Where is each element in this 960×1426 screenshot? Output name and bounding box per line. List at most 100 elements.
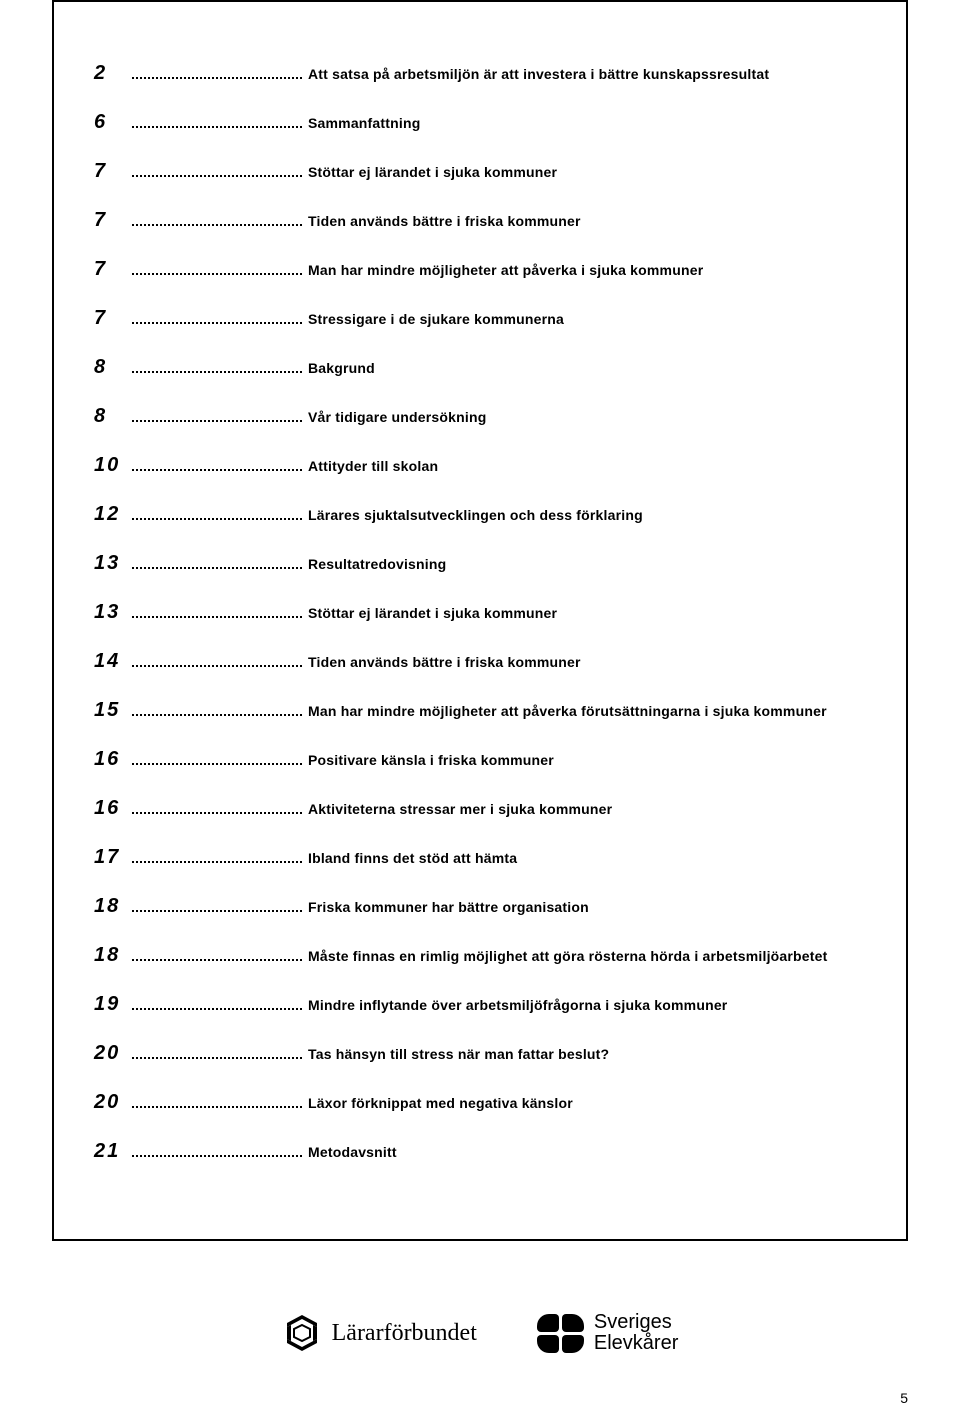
toc-page-number: 10	[94, 454, 126, 477]
toc-entry-title: Ibland finns det stöd att hämta	[308, 850, 517, 866]
toc-page-number: 13	[94, 552, 126, 575]
lararforbundet-icon	[282, 1313, 322, 1353]
toc-entry-title: Att satsa på arbetsmiljön är att investe…	[308, 66, 769, 82]
toc-leader-dots	[132, 998, 302, 1010]
elevkarer-icon	[537, 1314, 584, 1353]
elevkarer-shape	[562, 1335, 584, 1353]
toc-row: 13 Resultatredovisning	[94, 552, 866, 575]
toc-leader-dots	[132, 1096, 302, 1108]
toc-leader-dots	[132, 459, 302, 471]
toc-row: 12 Lärares sjuktalsutvecklingen och dess …	[94, 503, 866, 526]
content-frame: 2 Att satsa på arbetsmiljön är att invest…	[52, 0, 908, 1241]
toc-entry-title: Lärares sjuktalsutvecklingen och dess fö…	[308, 507, 643, 523]
toc-page-number: 13	[94, 601, 126, 624]
toc-page-number: 7	[94, 307, 126, 330]
toc-page-number: 19	[94, 993, 126, 1016]
document-page: 2 Att satsa på arbetsmiljön är att invest…	[0, 0, 960, 1426]
toc-row: 7 Man har mindre möjligheter att påverka …	[94, 258, 866, 281]
toc-row: 14 Tiden används bättre i friska kommuner	[94, 650, 866, 673]
toc-leader-dots	[132, 851, 302, 863]
toc-leader-dots	[132, 116, 302, 128]
toc-entry-title: Bakgrund	[308, 360, 375, 376]
toc-page-number: 7	[94, 160, 126, 183]
toc-leader-dots	[132, 900, 302, 912]
toc-leader-dots	[132, 606, 302, 618]
toc-leader-dots	[132, 557, 302, 569]
toc-row: 20 Tas hänsyn till stress när man fattar …	[94, 1042, 866, 1065]
logo-lararforbundet: Lärarförbundet	[282, 1313, 477, 1353]
toc-entry-title: Tas hänsyn till stress när man fattar be…	[308, 1046, 609, 1062]
toc-row: 17Ibland finns det stöd att hämta	[94, 846, 866, 869]
elevkarer-shape	[537, 1314, 559, 1332]
toc-page-number: 18	[94, 944, 126, 967]
table-of-contents: 2 Att satsa på arbetsmiljön är att invest…	[94, 62, 866, 1163]
toc-row: 13 Stöttar ej lärandet i sjuka kommuner	[94, 601, 866, 624]
toc-row: 16 Aktiviteterna stressar mer i sjuka kom…	[94, 797, 866, 820]
toc-row: 21 Metodavsnitt	[94, 1140, 866, 1163]
toc-page-number: 18	[94, 895, 126, 918]
toc-page-number: 2	[94, 62, 126, 85]
toc-entry-title: Stressigare i de sjukare kommunerna	[308, 311, 564, 327]
toc-entry-title: Läxor förknippat med negativa känslor	[308, 1095, 573, 1111]
toc-row: 19 Mindre inflytande över arbetsmiljöfråg…	[94, 993, 866, 1016]
toc-row: 18 Måste finnas en rimlig möjlighet att g…	[94, 944, 866, 967]
toc-entry-title: Attityder till skolan	[308, 458, 438, 474]
toc-leader-dots	[132, 361, 302, 373]
toc-page-number: 16	[94, 748, 126, 771]
toc-entry-title: Positivare känsla i friska kommuner	[308, 752, 554, 768]
toc-row: 8 Vår tidigare undersökning	[94, 405, 866, 428]
toc-row: 15 Man har mindre möjligheter att påverka…	[94, 699, 866, 722]
toc-page-number: 21	[94, 1140, 126, 1163]
toc-entry-title: Resultatredovisning	[308, 556, 446, 572]
toc-entry-title: Måste finnas en rimlig möjlighet att gör…	[308, 948, 828, 964]
toc-page-number: 12	[94, 503, 126, 526]
elevkarer-line2: Elevkårer	[594, 1333, 678, 1354]
toc-leader-dots	[132, 410, 302, 422]
toc-page-number: 14	[94, 650, 126, 673]
toc-row: 6Sammanfattning	[94, 111, 866, 134]
toc-page-number: 16	[94, 797, 126, 820]
toc-entry-title: Friska kommuner har bättre organisation	[308, 899, 589, 915]
toc-row: 20 Läxor förknippat med negativa känslor	[94, 1091, 866, 1114]
toc-page-number: 7	[94, 209, 126, 232]
toc-leader-dots	[132, 165, 302, 177]
toc-leader-dots	[132, 263, 302, 275]
toc-row: 2 Att satsa på arbetsmiljön är att invest…	[94, 62, 866, 85]
page-number: 5	[900, 1390, 908, 1406]
toc-row: 16 Positivare känsla i friska kommuner	[94, 748, 866, 771]
toc-row: 10 Attityder till skolan	[94, 454, 866, 477]
elevkarer-line1: Sveriges	[594, 1312, 678, 1333]
toc-entry-title: Tiden används bättre i friska kommuner	[308, 213, 581, 229]
toc-page-number: 6	[94, 111, 126, 134]
toc-page-number: 7	[94, 258, 126, 281]
toc-entry-title: Stöttar ej lärandet i sjuka kommuner	[308, 164, 557, 180]
logo-sveriges-elevkarer: Sveriges Elevkårer	[537, 1312, 678, 1354]
toc-entry-title: Aktiviteterna stressar mer i sjuka kommu…	[308, 801, 612, 817]
toc-leader-dots	[132, 753, 302, 765]
toc-entry-title: Man har mindre möjligheter att påverka f…	[308, 703, 827, 719]
toc-entry-title: Tiden används bättre i friska kommuner	[308, 654, 581, 670]
elevkarer-text: Sveriges Elevkårer	[594, 1312, 678, 1354]
toc-row: 7 Tiden används bättre i friska kommuner	[94, 209, 866, 232]
toc-row: 8 Bakgrund	[94, 356, 866, 379]
toc-leader-dots	[132, 214, 302, 226]
toc-entry-title: Mindre inflytande över arbetsmiljöfrågor…	[308, 997, 727, 1013]
toc-entry-title: Vår tidigare undersökning	[308, 409, 486, 425]
toc-row: 7 Stressigare i de sjukare kommunerna	[94, 307, 866, 330]
elevkarer-shape	[562, 1314, 584, 1332]
toc-leader-dots	[132, 508, 302, 520]
toc-leader-dots	[132, 704, 302, 716]
toc-row: 18 Friska kommuner har bättre organisatio…	[94, 895, 866, 918]
toc-entry-title: Metodavsnitt	[308, 1144, 397, 1160]
toc-entry-title: Man har mindre möjligheter att påverka i…	[308, 262, 703, 278]
toc-page-number: 8	[94, 405, 126, 428]
elevkarer-shape	[537, 1335, 559, 1353]
lararforbundet-text: Lärarförbundet	[332, 1320, 477, 1347]
toc-leader-dots	[132, 655, 302, 667]
toc-entry-title: Stöttar ej lärandet i sjuka kommuner	[308, 605, 557, 621]
toc-page-number: 15	[94, 699, 126, 722]
toc-page-number: 20	[94, 1042, 126, 1065]
toc-page-number: 8	[94, 356, 126, 379]
toc-row: 7 Stöttar ej lärandet i sjuka kommuner	[94, 160, 866, 183]
toc-page-number: 20	[94, 1091, 126, 1114]
